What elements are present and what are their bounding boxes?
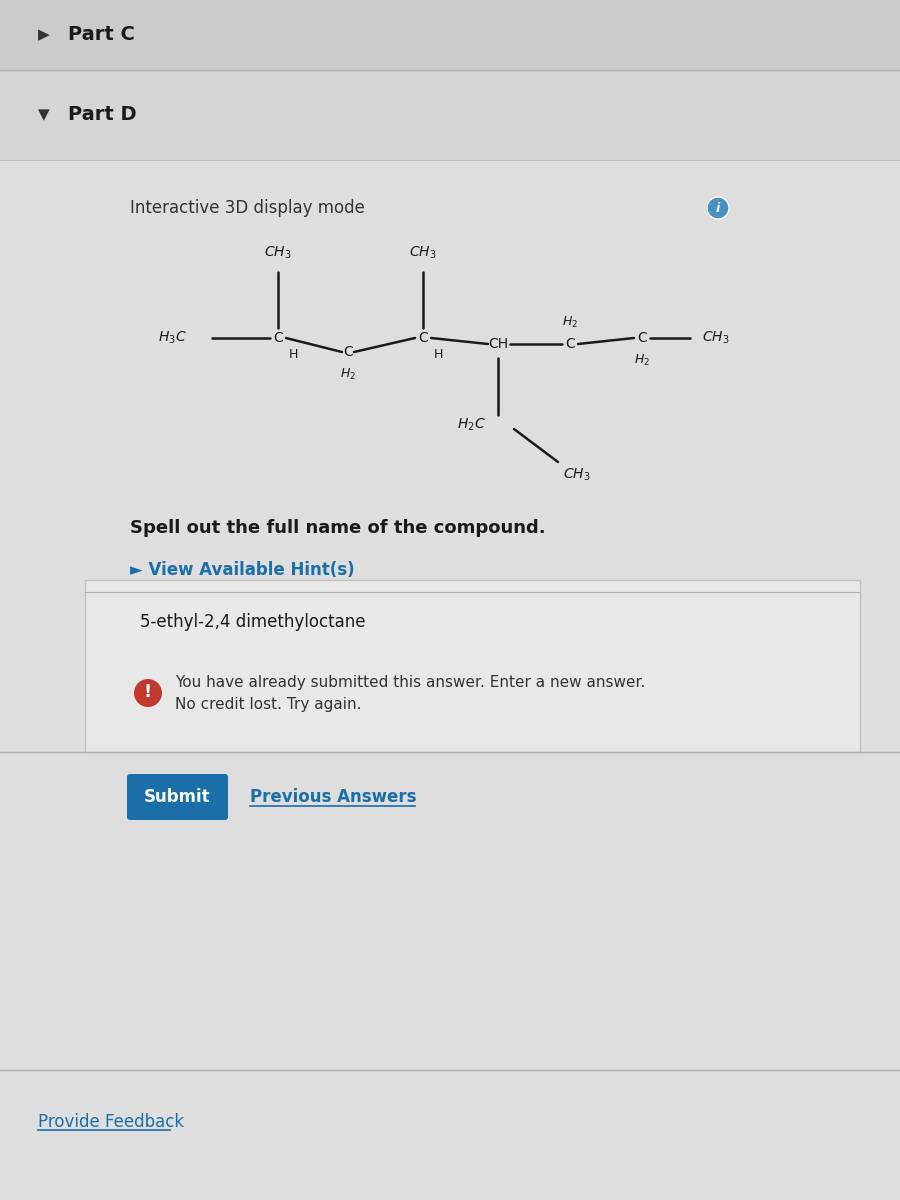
Text: !: !	[144, 683, 152, 701]
Text: $H_2$: $H_2$	[562, 314, 578, 330]
Text: H: H	[288, 348, 298, 361]
Text: You have already submitted this answer. Enter a new answer.: You have already submitted this answer. …	[175, 674, 645, 690]
Circle shape	[707, 197, 729, 218]
Text: $CH_3$: $CH_3$	[410, 245, 436, 262]
Text: i: i	[716, 202, 720, 215]
FancyBboxPatch shape	[127, 774, 228, 820]
Text: C: C	[343, 346, 353, 359]
Text: Interactive 3D display mode: Interactive 3D display mode	[130, 199, 364, 217]
Text: C: C	[273, 331, 283, 346]
FancyBboxPatch shape	[130, 596, 475, 648]
Text: ▶: ▶	[38, 28, 50, 42]
Text: $H_2$: $H_2$	[634, 353, 650, 367]
Text: H: H	[433, 348, 443, 361]
FancyBboxPatch shape	[0, 70, 900, 160]
FancyBboxPatch shape	[0, 160, 900, 1200]
FancyBboxPatch shape	[0, 0, 900, 70]
Text: Submit: Submit	[144, 788, 211, 806]
Text: Previous Answers: Previous Answers	[250, 788, 417, 806]
Text: No credit lost. Try again.: No credit lost. Try again.	[175, 696, 362, 712]
Text: C: C	[418, 331, 427, 346]
Text: Provide Feedback: Provide Feedback	[38, 1114, 184, 1130]
Text: $CH_3$: $CH_3$	[265, 245, 292, 262]
Text: ► View Available Hint(s): ► View Available Hint(s)	[130, 560, 355, 578]
Text: $H_2C$: $H_2C$	[457, 416, 486, 433]
FancyBboxPatch shape	[85, 580, 860, 752]
Text: 5-ethyl-2,4 dimethyloctane: 5-ethyl-2,4 dimethyloctane	[140, 613, 365, 631]
Text: $CH_3$: $CH_3$	[702, 330, 730, 346]
Text: C: C	[637, 331, 647, 346]
Text: Part D: Part D	[68, 106, 137, 125]
Text: ▼: ▼	[38, 108, 50, 122]
Text: $CH_3$: $CH_3$	[563, 467, 590, 484]
Text: C: C	[565, 337, 575, 350]
Text: $H_2$: $H_2$	[340, 366, 356, 382]
Circle shape	[134, 679, 162, 707]
Text: $H_3C$: $H_3C$	[158, 330, 187, 346]
Text: Part C: Part C	[68, 25, 135, 44]
Text: Spell out the full name of the compound.: Spell out the full name of the compound.	[130, 518, 545, 538]
Text: CH: CH	[488, 337, 508, 350]
